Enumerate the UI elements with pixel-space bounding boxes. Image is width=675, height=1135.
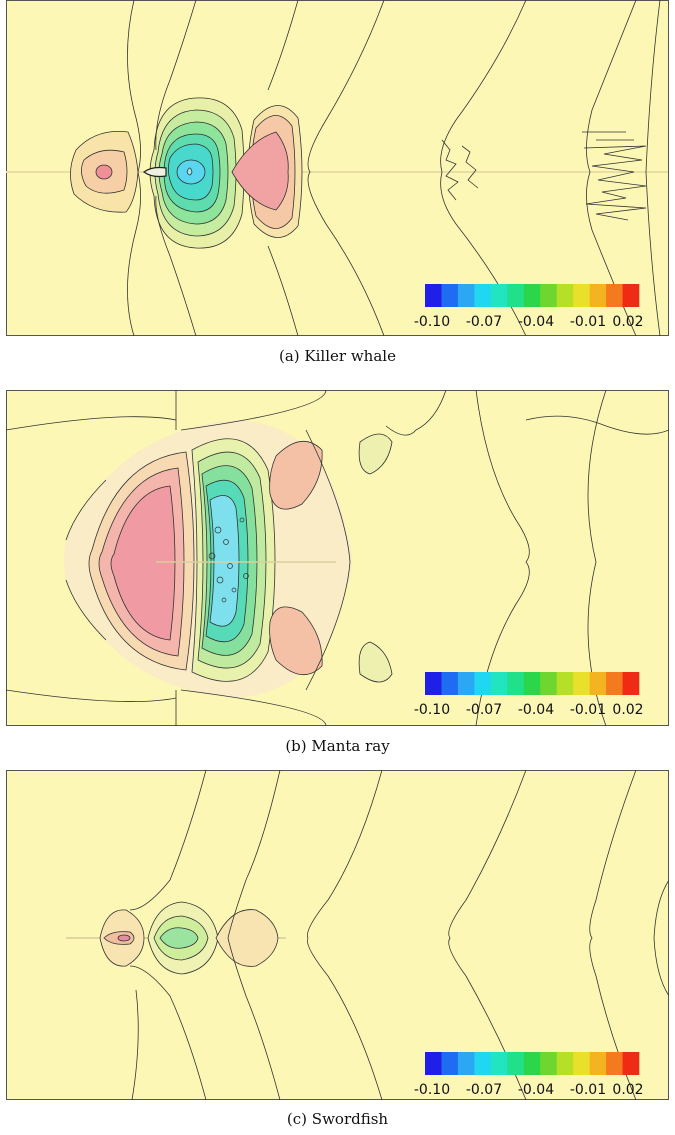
colorbar-segment: [540, 284, 557, 307]
panel-manta-ray: -0.10 -0.07 -0.04 -0.01 0.02: [6, 390, 669, 726]
colorbar-segment: [490, 672, 508, 695]
negative-pressure-band: [191, 438, 276, 682]
panel-swordfish: -0.10 -0.07 -0.04 -0.01 0.02: [6, 770, 669, 1100]
colorbar-segment: [457, 284, 475, 307]
colorbar-tick-label: -0.07: [466, 314, 502, 330]
colorbar-tick-label: -0.07: [466, 1082, 502, 1098]
colorbar-segment: [606, 1052, 623, 1075]
colorbar-segment: [589, 672, 607, 695]
colorbar-tick-label: -0.07: [466, 702, 502, 718]
wave-contour-lines: [127, 0, 661, 336]
caption-b: (b) Manta ray: [285, 737, 390, 755]
wave-contour-lines: [6, 390, 669, 726]
colorbar-tick-label: -0.10: [414, 1082, 450, 1098]
contour-plot-manta-ray: -0.10 -0.07 -0.04 -0.01 0.02: [6, 390, 669, 726]
colorbar-tick-label: -0.04: [518, 314, 554, 330]
secondary-pressure-lobes: [269, 433, 393, 683]
colorbar-segment: [425, 284, 442, 307]
colorbar: -0.10 -0.07 -0.04 -0.01 0.02: [414, 284, 644, 330]
colorbar-segment: [606, 672, 623, 695]
body-outline: [142, 166, 167, 178]
colorbar-tick-label: -0.01: [570, 1082, 606, 1098]
colorbar-segment: [425, 1052, 442, 1075]
colorbar-segment: [589, 1052, 607, 1075]
colorbar-segment: [622, 1052, 640, 1075]
colorbar-segment: [556, 1052, 574, 1075]
colorbar-segment: [540, 672, 557, 695]
colorbar-segment: [474, 1052, 492, 1075]
scattered-contours: [208, 517, 249, 603]
colorbar-segment: [622, 284, 640, 307]
positive-pressure-lobe: [231, 105, 303, 238]
panel-killer-whale: -0.10 -0.07 -0.04 -0.01 0.02: [6, 0, 669, 336]
colorbar-segment: [523, 284, 541, 307]
colorbar-segment: [474, 672, 492, 695]
colorbar-tick-label: -0.10: [414, 702, 450, 718]
colorbar-tick-label: -0.01: [570, 702, 606, 718]
positive-pressure-region: [88, 451, 195, 671]
colorbar-segment: [474, 284, 492, 307]
colorbar-segment: [589, 284, 607, 307]
colorbar-tick-label: -0.04: [518, 702, 554, 718]
colorbar-segment: [457, 672, 475, 695]
wave-contour-lines: [129, 770, 669, 1100]
colorbar-segment: [622, 672, 640, 695]
pressure-lobes: [99, 901, 279, 975]
contour-plot-killer-whale: -0.10 -0.07 -0.04 -0.01 0.02: [6, 0, 669, 336]
colorbar-segment: [490, 1052, 508, 1075]
colorbar-segment: [507, 672, 525, 695]
colorbar: -0.10 -0.07 -0.04 -0.01 0.02: [414, 1052, 644, 1098]
colorbar-segment: [573, 1052, 590, 1075]
colorbar-segment: [441, 284, 459, 307]
caption-c: (c) Swordfish: [286, 1110, 389, 1128]
colorbar-tick-label: -0.04: [518, 1082, 554, 1098]
colorbar-segment: [490, 284, 508, 307]
colorbar-segment: [441, 672, 459, 695]
colorbar-segment: [457, 1052, 475, 1075]
colorbar-tick-label: 0.02: [612, 1082, 643, 1098]
colorbar-segment: [573, 672, 590, 695]
colorbar-tick-label: -0.10: [414, 314, 450, 330]
colorbar-segment: [606, 284, 623, 307]
colorbar-tick-label: 0.02: [612, 702, 643, 718]
colorbar-segment: [425, 672, 442, 695]
contour-plot-swordfish: -0.10 -0.07 -0.04 -0.01 0.02: [6, 770, 669, 1100]
colorbar: -0.10 -0.07 -0.04 -0.01 0.02: [414, 672, 644, 718]
negative-pressure-lobe: [149, 97, 245, 249]
colorbar-tick-label: -0.01: [570, 314, 606, 330]
colorbar-segment: [556, 672, 574, 695]
colorbar-segment: [573, 284, 590, 307]
colorbar-segment: [556, 284, 574, 307]
colorbar-segment: [507, 284, 525, 307]
colorbar-segment: [523, 672, 541, 695]
bow-pressure-region: [70, 131, 139, 213]
colorbar-segment: [523, 1052, 541, 1075]
colorbar-segment: [540, 1052, 557, 1075]
caption-a: (a) Killer whale: [279, 347, 396, 365]
colorbar-segment: [507, 1052, 525, 1075]
colorbar-tick-label: 0.02: [612, 314, 643, 330]
colorbar-segment: [441, 1052, 459, 1075]
